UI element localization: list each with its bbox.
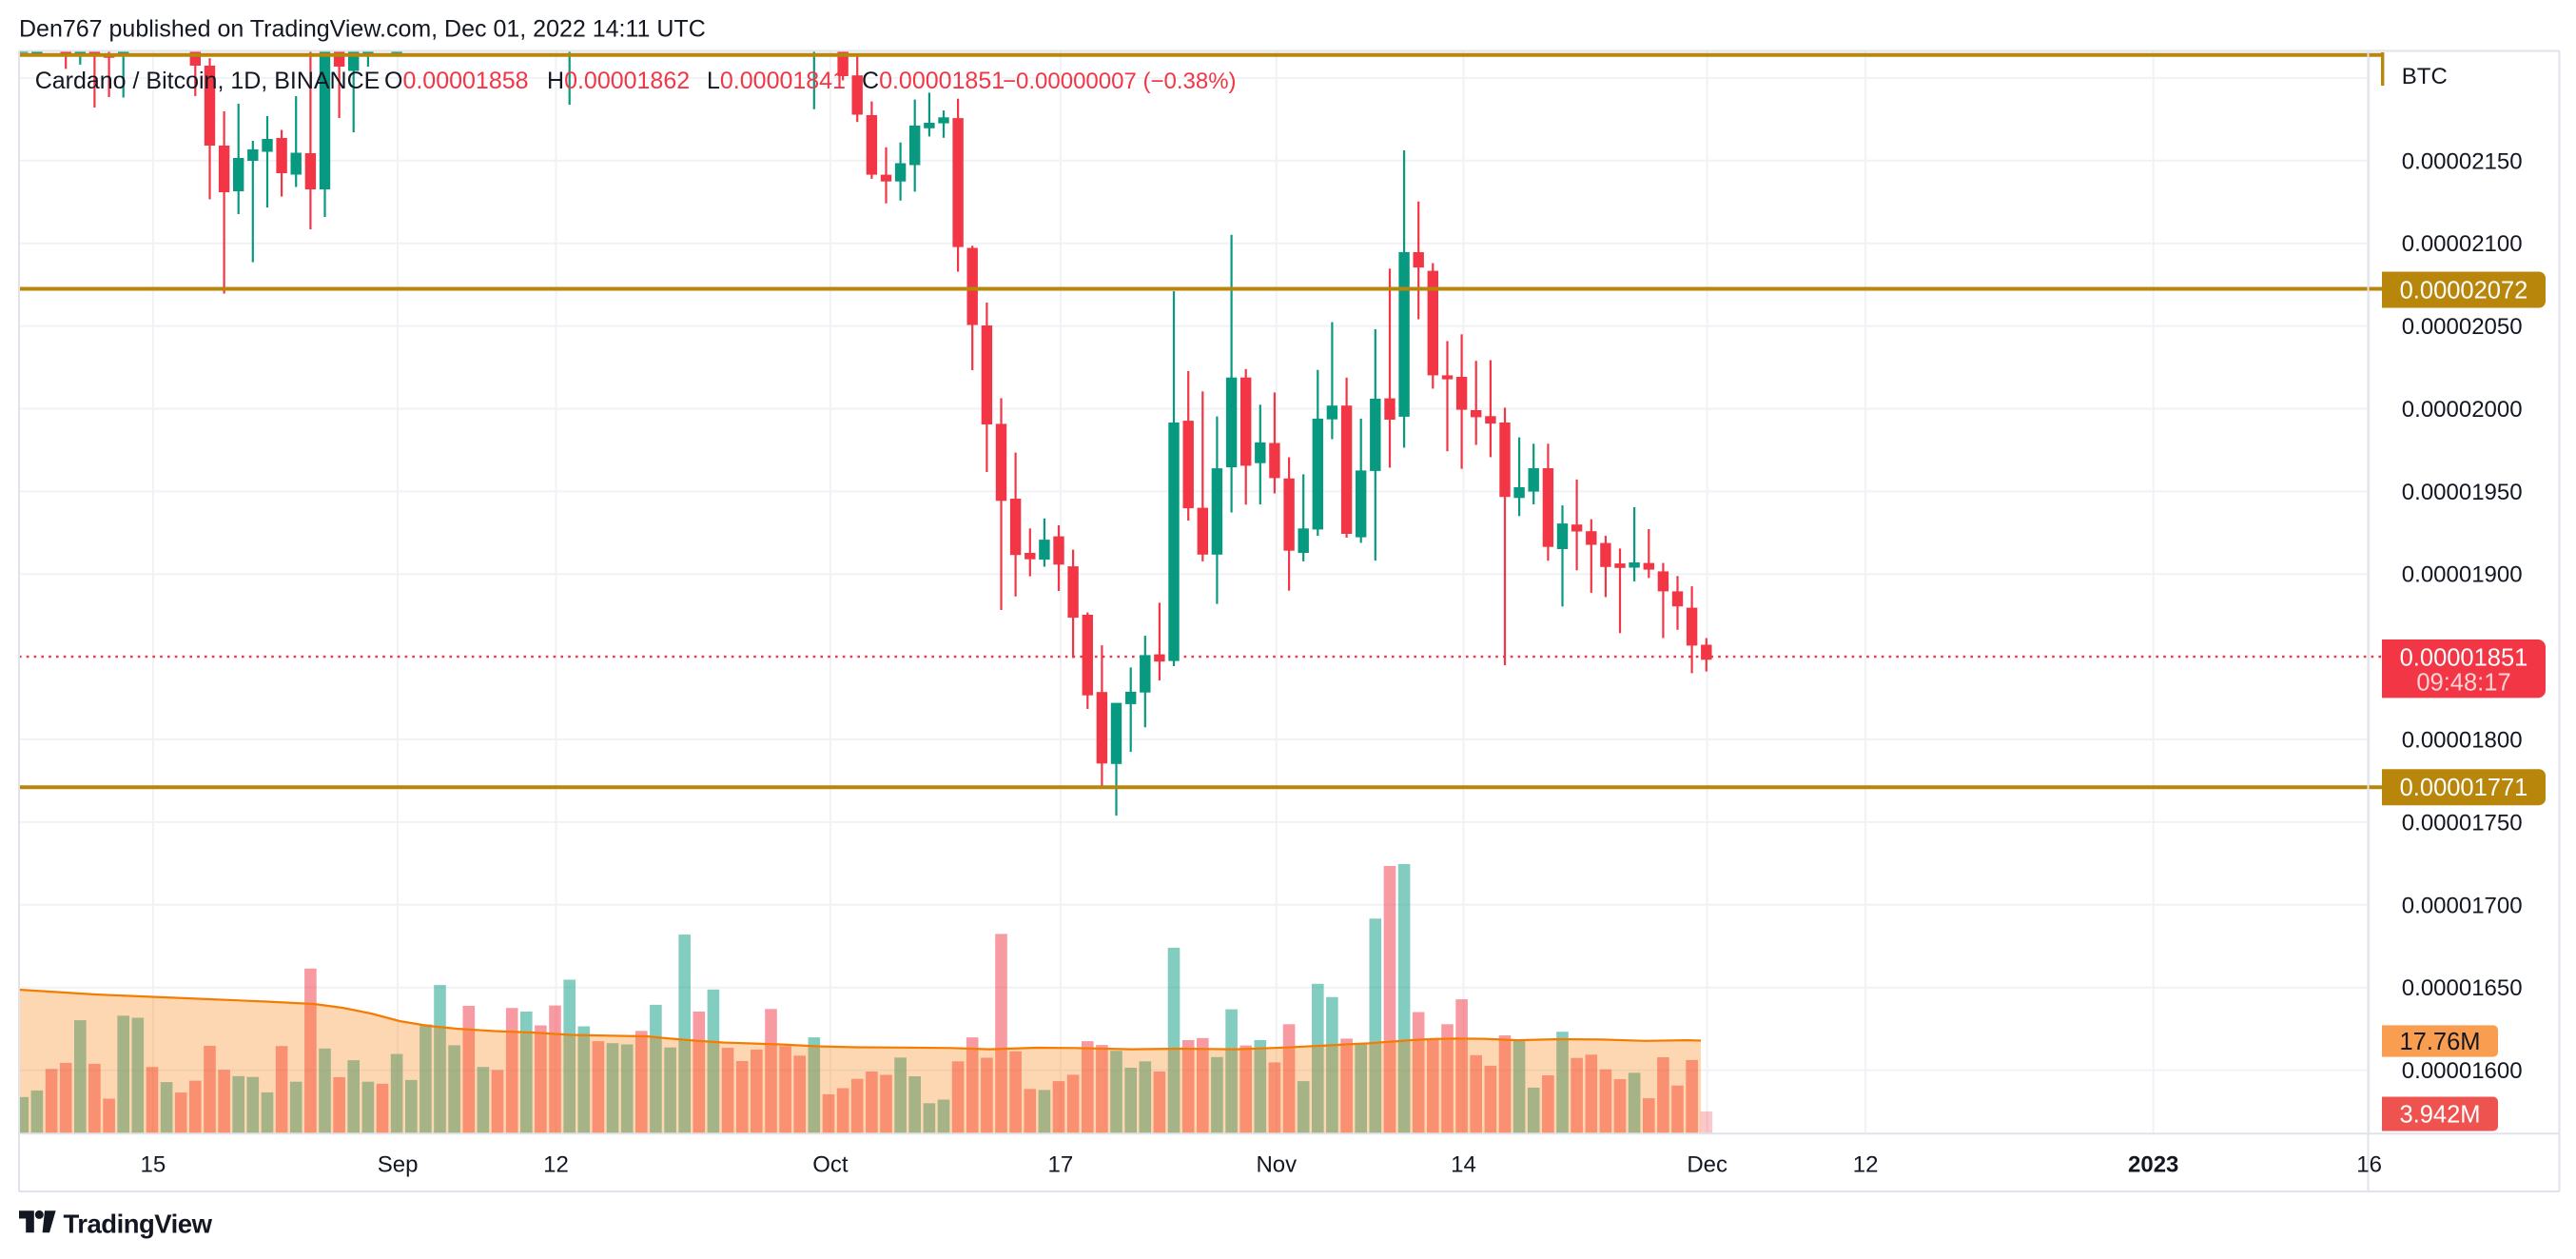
svg-text:0.00001800: 0.00001800 <box>2402 728 2523 754</box>
svg-text:Den767 published on TradingVie: Den767 published on TradingView.com, Dec… <box>19 16 706 43</box>
svg-text:0.00001950: 0.00001950 <box>2402 480 2523 505</box>
svg-text:Cardano / Bitcoin, 1D, BINANCE: Cardano / Bitcoin, 1D, BINANCE O0.0000185… <box>35 68 1237 94</box>
svg-text:Nov: Nov <box>1256 1152 1297 1178</box>
svg-text:14: 14 <box>1451 1152 1476 1178</box>
svg-text:0.00002000: 0.00002000 <box>2402 397 2523 423</box>
svg-text:15: 15 <box>141 1152 166 1178</box>
svg-text:16: 16 <box>2356 1152 2382 1178</box>
svg-text:BTC: BTC <box>2402 64 2448 89</box>
svg-text:0.00002150: 0.00002150 <box>2402 148 2523 174</box>
svg-text:0.00001900: 0.00001900 <box>2402 562 2523 588</box>
svg-text:0.00001700: 0.00001700 <box>2402 893 2523 918</box>
svg-text:0.00001750: 0.00001750 <box>2402 810 2523 836</box>
svg-text:0.00001600: 0.00001600 <box>2402 1058 2523 1084</box>
svg-text:0.00001650: 0.00001650 <box>2402 975 2523 1001</box>
svg-text:3.942M: 3.942M <box>2399 1102 2480 1129</box>
svg-text:0.00002072: 0.00002072 <box>2400 278 2528 305</box>
svg-text:0.00002100: 0.00002100 <box>2402 231 2523 257</box>
svg-text:17: 17 <box>1048 1152 1074 1178</box>
svg-text:Sep: Sep <box>378 1152 419 1178</box>
svg-text:0.00001771: 0.00001771 <box>2400 775 2528 801</box>
svg-text:Dec: Dec <box>1687 1152 1727 1178</box>
svg-text:12: 12 <box>543 1152 569 1178</box>
svg-text:12: 12 <box>1853 1152 1879 1178</box>
svg-text:Oct: Oct <box>812 1152 849 1178</box>
svg-text:09:48:17: 09:48:17 <box>2416 670 2510 697</box>
svg-text:2023: 2023 <box>2128 1152 2178 1178</box>
svg-text:0.00001851: 0.00001851 <box>2400 644 2528 671</box>
svg-text:17.76M: 17.76M <box>2399 1029 2480 1055</box>
svg-text:0.00002050: 0.00002050 <box>2402 314 2523 340</box>
svg-text:TradingView: TradingView <box>64 1210 213 1239</box>
